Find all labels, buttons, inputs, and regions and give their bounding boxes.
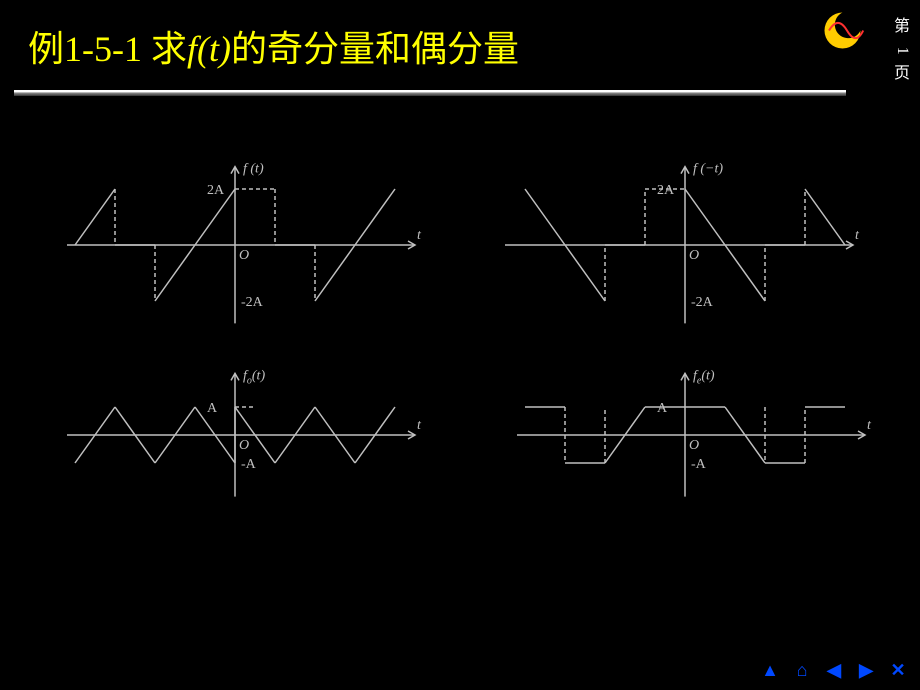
title-suffix: 的奇分量和偶分量: [231, 29, 519, 69]
graph-f_neg_t: Of (−t) t 2A -2A: [495, 150, 875, 330]
nav-next-button[interactable]: ▶: [853, 660, 879, 682]
nav-buttons: ▲ ⌂ ◀ ▶ ✕: [756, 660, 912, 682]
svg-text:O: O: [239, 248, 249, 263]
svg-text:fo(t): fo(t): [243, 368, 265, 386]
svg-text:-2A: -2A: [241, 295, 264, 310]
svg-text:2A: 2A: [657, 183, 675, 198]
page-top: 第: [894, 18, 910, 35]
svg-text:O: O: [689, 248, 699, 263]
svg-text:t: t: [417, 228, 422, 243]
slide-title: 例1-5-1 求f(t)的奇分量和偶分量: [28, 20, 519, 72]
title-var: (t): [197, 29, 231, 69]
svg-text:O: O: [689, 438, 699, 453]
logo-icon: [820, 8, 865, 53]
page-bottom: 页: [894, 65, 910, 82]
page-indicator: 第 1 页: [894, 18, 910, 83]
svg-text:A: A: [657, 401, 668, 416]
graph-f_t: Of (t) t 2A -2A: [45, 150, 425, 330]
svg-text:fe(t): fe(t): [693, 368, 715, 386]
svg-text:-2A: -2A: [691, 295, 714, 310]
svg-text:t: t: [867, 418, 872, 433]
svg-text:O: O: [239, 438, 249, 453]
svg-text:2A: 2A: [207, 183, 225, 198]
nav-home-button[interactable]: ⌂: [789, 660, 815, 682]
graph-f_e_t: Ofe(t) t A -A: [495, 360, 875, 510]
svg-text:A: A: [207, 401, 218, 416]
svg-text:f (t): f (t): [243, 162, 264, 177]
divider: [14, 90, 846, 96]
title-func: f: [187, 29, 197, 69]
graph-area: Of (t)t2A-2AOf (−t)t2A-2AOfo(t)tA-AOfe(t…: [0, 130, 920, 650]
svg-text:t: t: [417, 418, 422, 433]
graph-f_o_t: Ofo(t) t A -A: [45, 360, 425, 510]
page-num: 1: [893, 42, 911, 58]
svg-text:t: t: [855, 228, 860, 243]
nav-close-button[interactable]: ✕: [885, 660, 911, 682]
svg-text:-A: -A: [691, 457, 707, 472]
title-prefix: 例1-5-1 求: [28, 29, 187, 69]
nav-top-button[interactable]: ▲: [757, 660, 783, 682]
svg-text:-A: -A: [241, 457, 257, 472]
nav-prev-button[interactable]: ◀: [821, 660, 847, 682]
svg-text:f (−t): f (−t): [693, 162, 723, 177]
